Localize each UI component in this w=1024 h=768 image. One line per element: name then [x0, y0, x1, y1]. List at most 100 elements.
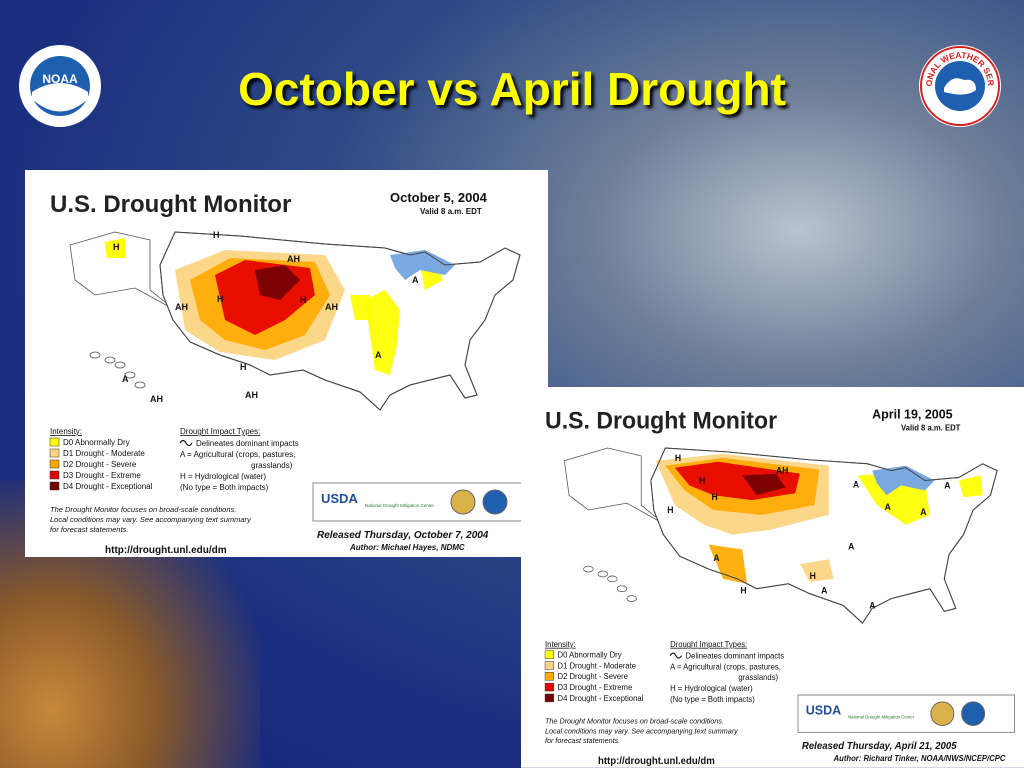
impact-label: A	[713, 553, 720, 563]
impact-text: Delineates dominant impacts	[686, 652, 785, 661]
legend-swatch	[544, 672, 554, 681]
hawaii-island	[124, 371, 136, 379]
impact-label: H	[217, 294, 224, 304]
legend-swatch	[544, 661, 554, 670]
impact-label: H	[213, 230, 220, 240]
note-text: for forecast statements.	[50, 525, 128, 534]
hawaii-island	[616, 585, 628, 593]
impact-label: H	[740, 586, 746, 596]
legend-label: D4 Drought - Exceptional	[63, 482, 153, 491]
impact-text: H = Hydrological (water)	[670, 684, 753, 693]
impact-label: AH	[150, 394, 163, 404]
legend-label: D4 Drought - Exceptional	[558, 694, 644, 703]
author-text: Author: Richard Tinker, NOAA/NWS/NCEP/CP…	[833, 754, 1006, 763]
released-text: Released Thursday, October 7, 2004	[317, 530, 489, 541]
note-text: Local conditions may vary. See accompany…	[545, 726, 738, 735]
legend-swatch	[49, 448, 60, 458]
legend-label: D0 Abnormally Dry	[558, 651, 622, 660]
impact-label: A	[885, 502, 892, 512]
legend-swatch	[49, 459, 60, 469]
legend-label: D2 Drought - Severe	[63, 460, 137, 469]
impact-text: A = Agricultural (crops, pastures,	[180, 450, 295, 459]
usa-border	[159, 231, 521, 411]
note-text: The Drought Monitor focuses on broad-sca…	[50, 505, 236, 514]
legend-title: Intensity:	[50, 427, 82, 436]
noaa-seal	[961, 701, 986, 726]
author-text: Author: Michael Hayes, NDMC	[349, 543, 465, 552]
impact-label: H	[675, 453, 681, 463]
impact-symbol	[669, 652, 683, 659]
impact-label: H	[711, 492, 717, 502]
usda-logo: USDA	[321, 491, 358, 506]
map-date: April 19, 2005	[872, 407, 952, 421]
slide-title: October vs April Drought	[238, 63, 786, 115]
alaska-drought	[105, 238, 125, 258]
impact-label: AH	[287, 254, 300, 264]
note-text: for forecast statements.	[545, 736, 620, 745]
drought-area	[958, 475, 983, 498]
doc-seal	[930, 701, 955, 726]
hawaii-island	[626, 595, 637, 602]
impact-label: A	[848, 541, 855, 551]
drought-area	[255, 265, 300, 300]
impact-label: A	[869, 600, 876, 610]
map-date: October 5, 2004	[390, 190, 488, 205]
drought-area	[708, 544, 748, 584]
drought-area	[365, 290, 400, 375]
hawaii-island	[104, 356, 116, 364]
great-lakes	[872, 465, 935, 496]
doc-seal	[450, 489, 476, 515]
impact-label: A	[375, 350, 382, 360]
impact-label: AH	[325, 302, 338, 312]
impact-label: AH	[175, 302, 188, 312]
legend-label: D2 Drought - Severe	[558, 672, 628, 681]
impact-text: A = Agricultural (crops, pastures,	[670, 662, 781, 671]
impact-text: (No type = Both impacts)	[180, 483, 269, 492]
ndmc-logo: National Drought Mitigation Center	[365, 503, 435, 508]
released-text: Released Thursday, April 21, 2005	[802, 741, 957, 752]
impact-text: (No type = Both impacts)	[670, 695, 755, 704]
impact-label: H	[113, 242, 120, 252]
legend-label: D1 Drought - Moderate	[558, 661, 637, 670]
nws-logo: NATIONAL WEATHER SERVICE	[918, 44, 1001, 127]
drought-area	[350, 295, 370, 320]
legend-label: D1 Drought - Moderate	[63, 449, 145, 458]
great-lakes	[390, 250, 455, 280]
hawaii-island	[114, 361, 126, 369]
legend-label: D3 Drought - Extreme	[63, 471, 141, 480]
usda-logo: USDA	[806, 704, 841, 718]
impact-label: H	[240, 362, 247, 372]
map-valid: Valid 8 a.m. EDT	[901, 423, 961, 432]
impact-label: A	[412, 275, 419, 285]
impact-title: Drought Impact Types:	[180, 427, 260, 436]
map-heading: U.S. Drought Monitor	[50, 191, 291, 218]
impact-label: A	[920, 507, 927, 517]
legend-swatch	[544, 693, 554, 703]
hawaii-island	[597, 570, 608, 578]
impact-label: H	[699, 475, 705, 485]
legend-swatch	[544, 682, 554, 692]
ndmc-logo: National Drought Mitigation Center	[848, 715, 915, 720]
impact-label: A	[821, 586, 828, 596]
legend-label: D3 Drought - Extreme	[558, 683, 633, 692]
map-valid: Valid 8 a.m. EDT	[420, 207, 482, 216]
impact-title: Drought Impact Types:	[670, 640, 747, 649]
impact-label: H	[810, 571, 816, 581]
hawaii-island	[583, 565, 594, 573]
impact-label: H	[300, 295, 307, 305]
impact-label: A	[853, 479, 860, 489]
legend-title: Intensity:	[545, 640, 576, 649]
impact-text: grasslands)	[251, 461, 293, 470]
impact-label: H	[667, 505, 673, 515]
impact-text: Delineates dominant impacts	[196, 439, 299, 448]
legend-swatch	[544, 650, 554, 659]
legend-swatch	[49, 437, 60, 447]
noaa-seal	[482, 489, 508, 515]
impact-text: grasslands)	[738, 673, 778, 682]
note-text: Local conditions may vary. See accompany…	[50, 515, 252, 524]
drought-area	[742, 473, 786, 496]
noaa-text: NOAA	[42, 72, 78, 86]
hawaii-island	[607, 575, 618, 583]
